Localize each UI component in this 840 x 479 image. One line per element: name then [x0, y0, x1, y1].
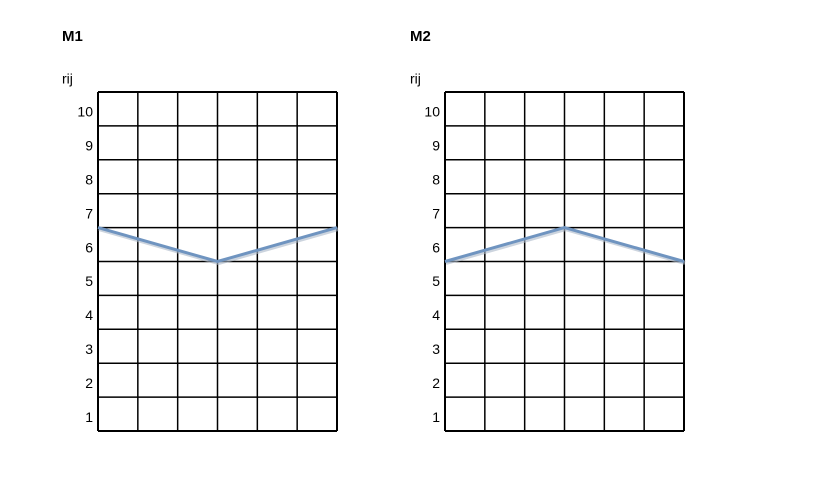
y-axis-label: rij	[410, 71, 421, 87]
chart-title: M2	[410, 28, 431, 45]
y-tick-label: 2	[432, 375, 440, 391]
line	[97, 226, 338, 264]
y-tick-label: 8	[432, 171, 440, 187]
y-tick-label: 7	[432, 205, 440, 221]
line	[444, 226, 685, 263]
y-tick-label: 6	[432, 239, 440, 255]
y-tick-label: 3	[432, 341, 440, 357]
y-tick-label: 5	[432, 273, 440, 289]
y-tick-label: 9	[85, 138, 93, 154]
y-tick-label: 4	[85, 307, 93, 323]
chart-title: M1	[62, 28, 83, 45]
y-tick-label: 9	[432, 138, 440, 154]
y-tick-label: 10	[77, 104, 93, 120]
y-tick-label: 10	[424, 104, 440, 120]
y-tick-label: 8	[85, 171, 93, 187]
line-shadow	[445, 227, 686, 265]
y-tick-label: 5	[85, 273, 93, 289]
line-shadow	[98, 227, 339, 266]
y-axis-label: rij	[62, 71, 73, 87]
y-tick-label: 2	[85, 375, 93, 391]
y-tick-label: 7	[85, 205, 93, 221]
y-tick-label: 4	[432, 307, 440, 323]
y-tick-label: 1	[85, 409, 93, 425]
y-tick-label: 3	[85, 341, 93, 357]
y-tick-label: 1	[432, 409, 440, 425]
y-tick-label: 6	[85, 239, 93, 255]
